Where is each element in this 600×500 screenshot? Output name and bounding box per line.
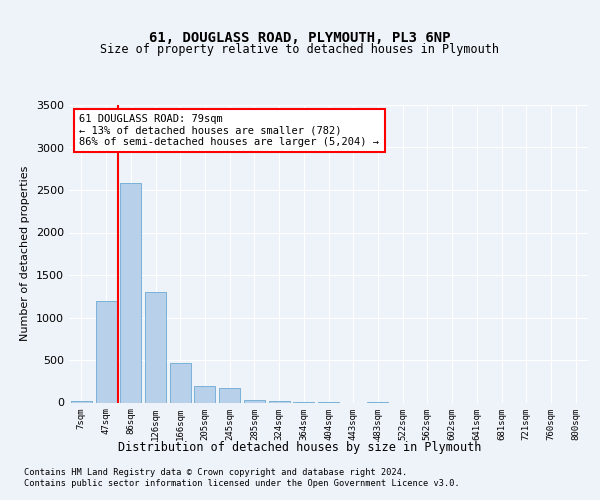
Text: Contains public sector information licensed under the Open Government Licence v3: Contains public sector information licen…: [24, 480, 460, 488]
Y-axis label: Number of detached properties: Number of detached properties: [20, 166, 31, 342]
Text: Size of property relative to detached houses in Plymouth: Size of property relative to detached ho…: [101, 44, 499, 57]
Text: 61, DOUGLASS ROAD, PLYMOUTH, PL3 6NP: 61, DOUGLASS ROAD, PLYMOUTH, PL3 6NP: [149, 30, 451, 44]
Bar: [219, 388, 240, 402]
Bar: [194, 386, 215, 402]
Bar: [120, 183, 141, 402]
Text: Distribution of detached houses by size in Plymouth: Distribution of detached houses by size …: [118, 441, 482, 454]
Bar: [95, 300, 116, 402]
Bar: [269, 401, 290, 402]
Bar: [244, 400, 265, 402]
Bar: [145, 292, 166, 403]
Bar: [71, 401, 92, 402]
Text: Contains HM Land Registry data © Crown copyright and database right 2024.: Contains HM Land Registry data © Crown c…: [24, 468, 407, 477]
Bar: [170, 362, 191, 403]
Text: 61 DOUGLASS ROAD: 79sqm
← 13% of detached houses are smaller (782)
86% of semi-d: 61 DOUGLASS ROAD: 79sqm ← 13% of detache…: [79, 114, 379, 147]
